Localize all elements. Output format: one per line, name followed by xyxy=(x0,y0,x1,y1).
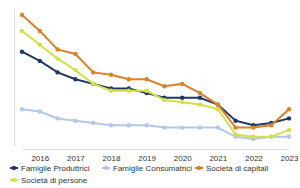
marker xyxy=(216,102,220,106)
marker xyxy=(198,102,202,106)
series-line xyxy=(22,15,289,128)
series-line xyxy=(22,109,289,139)
marker xyxy=(127,123,131,127)
marker xyxy=(198,125,202,129)
series-line xyxy=(22,52,289,126)
marker xyxy=(269,135,273,139)
marker xyxy=(198,96,202,100)
marker xyxy=(73,119,77,123)
marker xyxy=(180,125,184,129)
x-tick-label: 2020 xyxy=(174,154,192,163)
x-tick: 2020 xyxy=(174,149,192,163)
marker xyxy=(180,100,184,104)
marker xyxy=(233,132,237,136)
marker xyxy=(287,135,291,139)
legend-marker xyxy=(104,166,108,170)
legend-label: Famiglie Produttrici xyxy=(21,164,90,173)
plot-area xyxy=(20,13,291,142)
legend-label: Società di persone xyxy=(21,176,88,185)
series-line xyxy=(22,31,289,137)
legend-item: Famiglie Produttrici xyxy=(10,164,90,173)
marker xyxy=(162,84,166,88)
x-tick-label: 2019 xyxy=(138,154,156,163)
marker xyxy=(198,91,202,95)
marker xyxy=(38,59,42,63)
x-axis-line xyxy=(23,149,290,150)
marker xyxy=(287,107,291,111)
marker xyxy=(144,123,148,127)
legend-marker xyxy=(197,166,201,170)
marker xyxy=(180,82,184,86)
marker xyxy=(91,82,95,86)
marker xyxy=(127,89,131,93)
marker xyxy=(251,125,255,129)
marker xyxy=(162,125,166,129)
marker xyxy=(269,135,273,139)
legend-item: Famiglie Consumatrici xyxy=(102,164,192,173)
x-tick-label: 2018 xyxy=(103,154,121,163)
x-tick-label: 2016 xyxy=(31,154,49,163)
x-axis: 2016 2017 2018 2019 2020 2021 2022 2023 xyxy=(23,149,299,163)
marker xyxy=(91,121,95,125)
marker xyxy=(216,102,220,106)
x-tick: 2019 xyxy=(138,149,156,163)
marker xyxy=(38,43,42,47)
x-tick: 2022 xyxy=(245,149,263,163)
marker xyxy=(216,125,220,129)
chart-svg: 2016 2017 2018 2019 2020 2021 2022 2023 Famiglie… xyxy=(0,0,300,188)
marker xyxy=(20,50,24,54)
marker xyxy=(73,52,77,56)
marker xyxy=(91,82,95,86)
legend-label: Famiglie Consumatrici xyxy=(113,164,192,173)
marker xyxy=(216,107,220,111)
x-tick-label: 2023 xyxy=(281,154,299,163)
x-tick: 2016 xyxy=(31,149,49,163)
x-tick-label: 2022 xyxy=(245,154,263,163)
x-tick-label: 2021 xyxy=(209,154,227,163)
marker xyxy=(144,77,148,81)
marker xyxy=(55,56,59,60)
x-tick-label: 2017 xyxy=(67,154,85,163)
marker xyxy=(233,119,237,123)
marker xyxy=(180,96,184,100)
marker xyxy=(55,116,59,120)
marker xyxy=(109,123,113,127)
marker xyxy=(73,77,77,81)
series-markers xyxy=(20,13,291,130)
marker xyxy=(20,29,24,33)
marker xyxy=(38,29,42,33)
x-tick: 2018 xyxy=(103,149,121,163)
y-axis-line xyxy=(14,9,15,147)
marker xyxy=(109,89,113,93)
series-markers xyxy=(20,29,291,139)
marker xyxy=(55,47,59,51)
marker xyxy=(38,109,42,113)
legend-marker xyxy=(12,178,16,182)
marker xyxy=(20,13,24,17)
marker xyxy=(55,70,59,74)
marker xyxy=(287,128,291,132)
marker xyxy=(73,68,77,72)
x-tick: 2021 xyxy=(209,149,227,163)
x-tick: 2017 xyxy=(67,149,85,163)
chart-container: 2016 2017 2018 2019 2020 2021 2022 2023 Famiglie… xyxy=(0,0,300,188)
legend-item: Società di capitali xyxy=(195,164,268,173)
marker xyxy=(269,123,273,127)
marker xyxy=(20,107,24,111)
legend-item: Società di persone xyxy=(10,176,88,185)
y-axis xyxy=(14,9,15,147)
marker xyxy=(287,116,291,120)
legend: Famiglie Produttrici Famiglie Consumatric… xyxy=(10,164,268,185)
marker xyxy=(251,135,255,139)
legend-marker xyxy=(12,166,16,170)
marker xyxy=(91,70,95,74)
marker xyxy=(127,77,131,81)
marker xyxy=(109,73,113,77)
legend-label: Società di capitali xyxy=(206,164,268,173)
marker xyxy=(144,89,148,93)
marker xyxy=(162,98,166,102)
marker xyxy=(233,125,237,129)
x-tick: 2023 xyxy=(281,149,299,163)
